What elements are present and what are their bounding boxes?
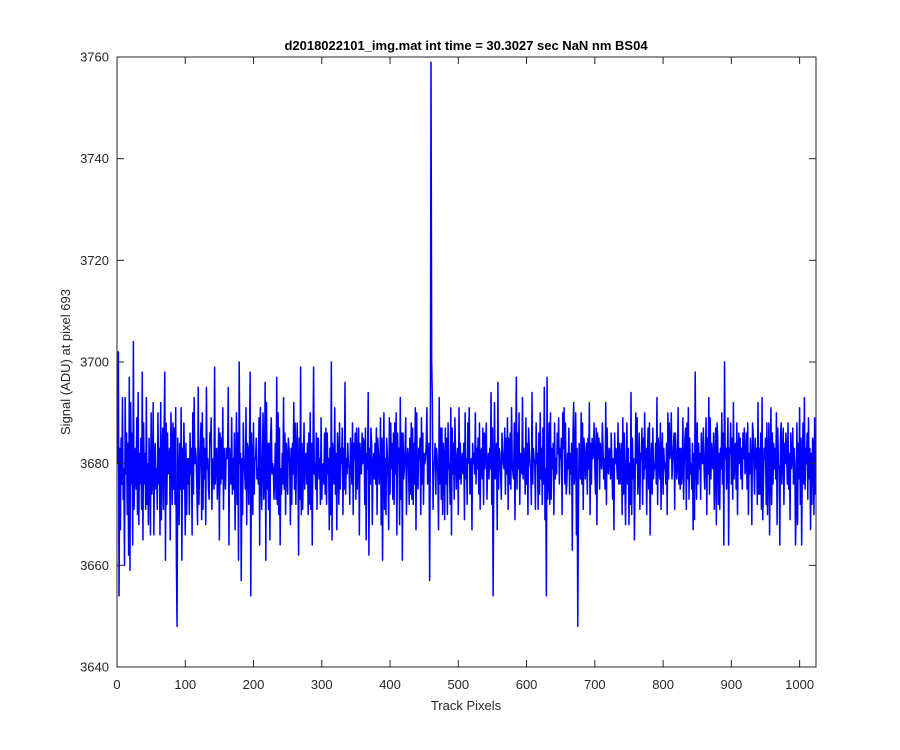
y-axis-label: Signal (ADU) at pixel 693 (58, 289, 73, 435)
x-tick-label: 300 (311, 677, 333, 692)
x-tick-label: 800 (652, 677, 674, 692)
x-tick-label: 700 (584, 677, 606, 692)
y-tick-label: 3720 (80, 253, 109, 268)
y-tick-label: 3760 (80, 50, 109, 65)
x-tick-label: 100 (174, 677, 196, 692)
x-axis-label: Track Pixels (431, 698, 502, 713)
chart-title: d2018022101_img.mat int time = 30.3027 s… (284, 38, 648, 53)
x-tick-label: 200 (243, 677, 265, 692)
x-tick-label: 500 (447, 677, 469, 692)
x-tick-label: 600 (516, 677, 538, 692)
x-tick-label: 400 (379, 677, 401, 692)
x-tick-label: 1000 (785, 677, 814, 692)
series-line (117, 61, 816, 628)
y-tick-label: 3700 (80, 355, 109, 370)
y-tick-label: 3680 (80, 456, 109, 471)
y-tick-label: 3640 (80, 660, 109, 675)
y-tick-label: 3660 (80, 558, 109, 573)
x-tick-label: 900 (721, 677, 743, 692)
x-tick-label: 0 (113, 677, 120, 692)
y-tick-label: 3740 (80, 151, 109, 166)
plot-area: 0 100 200 300 400 500 600 700 800 900 1000 3640 3660… (80, 50, 817, 692)
